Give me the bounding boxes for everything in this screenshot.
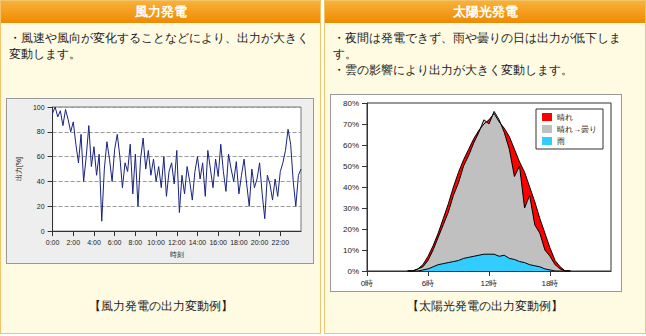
svg-text:80%: 80% [343, 99, 359, 108]
svg-text:雨: 雨 [557, 137, 565, 146]
svg-text:60%: 60% [343, 141, 359, 150]
svg-text:18時: 18時 [542, 279, 559, 288]
svg-text:4:00: 4:00 [87, 239, 101, 246]
svg-text:20%: 20% [343, 225, 359, 234]
svg-text:22:00: 22:00 [272, 239, 290, 246]
html-text:・夜間は発電できず、雨や曇りの日は出力が低下します。: ・夜間は発電できず、雨や曇りの日は出力が低下します。 [333, 31, 621, 61]
html-text:・風速や風向が変化することなどにより、出力が大きく変動します: ・風速や風向が変化することなどにより、出力が大きく変動します。 [9, 31, 309, 61]
svg-text:出力[%]: 出力[%] [15, 157, 23, 181]
svg-text:晴れ→曇り: 晴れ→曇り [557, 125, 597, 134]
svg-text:8:00: 8:00 [129, 239, 143, 246]
svg-text:20: 20 [37, 203, 45, 210]
html-text:【太陽光発電の出力変動例】: 【太陽光発電の出力変動例】 [407, 299, 563, 313]
svg-text:40%: 40% [343, 183, 359, 192]
svg-text:12時: 12時 [481, 279, 498, 288]
svg-text:20:00: 20:00 [251, 239, 269, 246]
svg-text:0: 0 [41, 228, 45, 235]
svg-text:50%: 50% [343, 162, 359, 171]
svg-text:2:00: 2:00 [66, 239, 80, 246]
svg-text:60: 60 [37, 153, 45, 160]
svg-text:0%: 0% [347, 267, 359, 276]
svg-text:0:00: 0:00 [46, 239, 60, 246]
svg-text:70%: 70% [343, 120, 359, 129]
svg-text:14:00: 14:00 [189, 239, 207, 246]
svg-text:10:00: 10:00 [147, 239, 165, 246]
svg-text:40: 40 [37, 178, 45, 185]
svg-text:0時: 0時 [361, 279, 373, 288]
html-text:【風力発電の出力変動例】: 【風力発電の出力変動例】 [88, 299, 233, 313]
svg-text:6時: 6時 [422, 279, 434, 288]
svg-text:100: 100 [33, 104, 45, 111]
svg-text:30%: 30% [343, 204, 359, 213]
html-text:太陽光発電: 太陽光発電 [452, 4, 518, 19]
svg-text:6:00: 6:00 [108, 239, 122, 246]
svg-text:80: 80 [37, 128, 45, 135]
svg-text:晴れ: 晴れ [557, 113, 573, 122]
svg-text:12:00: 12:00 [168, 239, 186, 246]
svg-text:18:00: 18:00 [230, 239, 248, 246]
svg-text:時刻: 時刻 [170, 251, 184, 258]
html-text:風力発電: 風力発電 [134, 4, 187, 19]
html-text:・雲の影響により出力が大きく変動します。: ・雲の影響により出力が大きく変動します。 [333, 63, 573, 77]
svg-text:10%: 10% [343, 246, 359, 255]
svg-text:16:00: 16:00 [209, 239, 227, 246]
